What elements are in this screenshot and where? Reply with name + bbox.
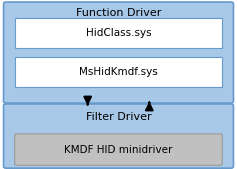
Text: Function Driver: Function Driver: [76, 8, 161, 18]
Text: MsHidKmdf.sys: MsHidKmdf.sys: [79, 67, 158, 77]
FancyBboxPatch shape: [4, 2, 233, 103]
FancyBboxPatch shape: [4, 104, 233, 168]
Text: Filter Driver: Filter Driver: [86, 112, 151, 123]
FancyBboxPatch shape: [15, 134, 222, 165]
Text: KMDF HID minidriver: KMDF HID minidriver: [64, 144, 173, 155]
FancyBboxPatch shape: [15, 57, 222, 87]
Text: HidClass.sys: HidClass.sys: [86, 28, 151, 38]
FancyBboxPatch shape: [15, 18, 222, 48]
